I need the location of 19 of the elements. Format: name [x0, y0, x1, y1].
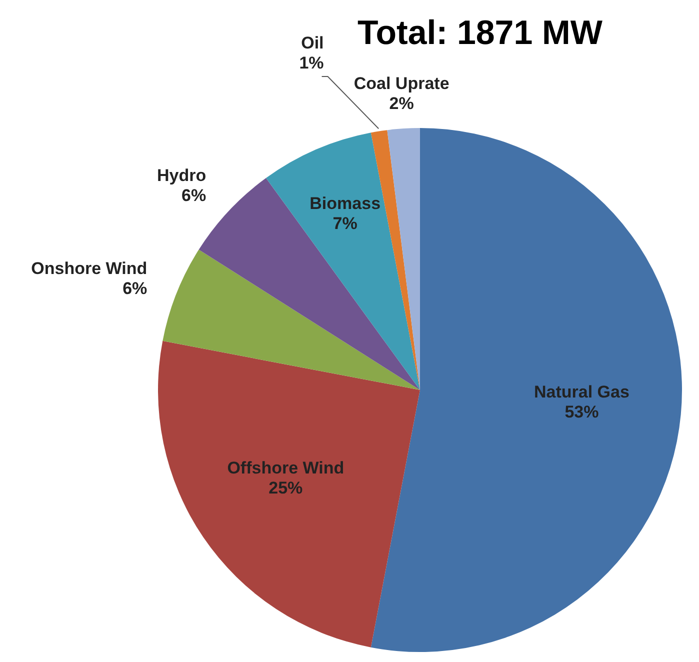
- pie-slice: [387, 128, 420, 390]
- pie-slice: [266, 132, 420, 390]
- pie-slice: [158, 340, 420, 648]
- data-label: 53%: [564, 402, 599, 422]
- data-label: 6%: [182, 186, 206, 206]
- data-label: 6%: [122, 278, 148, 298]
- data-label: 2%: [389, 94, 414, 114]
- data-label: 7%: [332, 214, 358, 233]
- data-label: 1%: [299, 54, 324, 73]
- slice-label: Natural Gas: [534, 382, 630, 402]
- slice-label: Onshore Wind: [31, 258, 148, 278]
- slice-label: Offshore Wind: [227, 458, 344, 478]
- slice-label: Biomass: [310, 194, 381, 213]
- slice-label: Oil: [301, 34, 324, 53]
- slice-label: Coal Uprate: [354, 74, 450, 94]
- chart-title: Total: 1871 MW: [358, 14, 604, 52]
- data-label: 25%: [268, 478, 303, 498]
- slice-label: Hydro: [156, 166, 206, 186]
- pie-slice: [162, 250, 420, 390]
